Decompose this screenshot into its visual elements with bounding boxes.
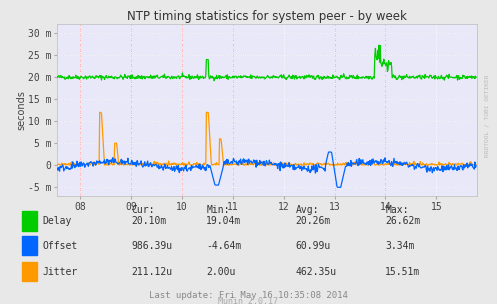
Text: Delay: Delay bbox=[42, 216, 72, 226]
Text: 15.51m: 15.51m bbox=[385, 267, 420, 277]
Text: 20.26m: 20.26m bbox=[296, 216, 331, 226]
Text: Min:: Min: bbox=[206, 205, 230, 215]
Text: Last update: Fri May 16 10:35:08 2014: Last update: Fri May 16 10:35:08 2014 bbox=[149, 291, 348, 300]
Text: Jitter: Jitter bbox=[42, 267, 78, 277]
Bar bbox=[22, 262, 37, 281]
Text: Max:: Max: bbox=[385, 205, 409, 215]
Text: 26.62m: 26.62m bbox=[385, 216, 420, 226]
Text: 462.35u: 462.35u bbox=[296, 267, 337, 277]
Text: Avg:: Avg: bbox=[296, 205, 319, 215]
Y-axis label: seconds: seconds bbox=[17, 90, 27, 130]
Text: 60.99u: 60.99u bbox=[296, 241, 331, 251]
Text: Munin 2.0.17: Munin 2.0.17 bbox=[219, 297, 278, 304]
Text: RRDTOOL / TOBI OETIKER: RRDTOOL / TOBI OETIKER bbox=[485, 74, 490, 157]
Text: Offset: Offset bbox=[42, 241, 78, 251]
Bar bbox=[22, 211, 37, 231]
Text: Cur:: Cur: bbox=[132, 205, 155, 215]
Text: 986.39u: 986.39u bbox=[132, 241, 173, 251]
Text: 3.34m: 3.34m bbox=[385, 241, 414, 251]
Text: 2.00u: 2.00u bbox=[206, 267, 236, 277]
Text: 211.12u: 211.12u bbox=[132, 267, 173, 277]
Text: 20.10m: 20.10m bbox=[132, 216, 167, 226]
Text: 19.04m: 19.04m bbox=[206, 216, 242, 226]
Title: NTP timing statistics for system peer - by week: NTP timing statistics for system peer - … bbox=[127, 10, 407, 23]
Text: -4.64m: -4.64m bbox=[206, 241, 242, 251]
Bar bbox=[22, 236, 37, 255]
